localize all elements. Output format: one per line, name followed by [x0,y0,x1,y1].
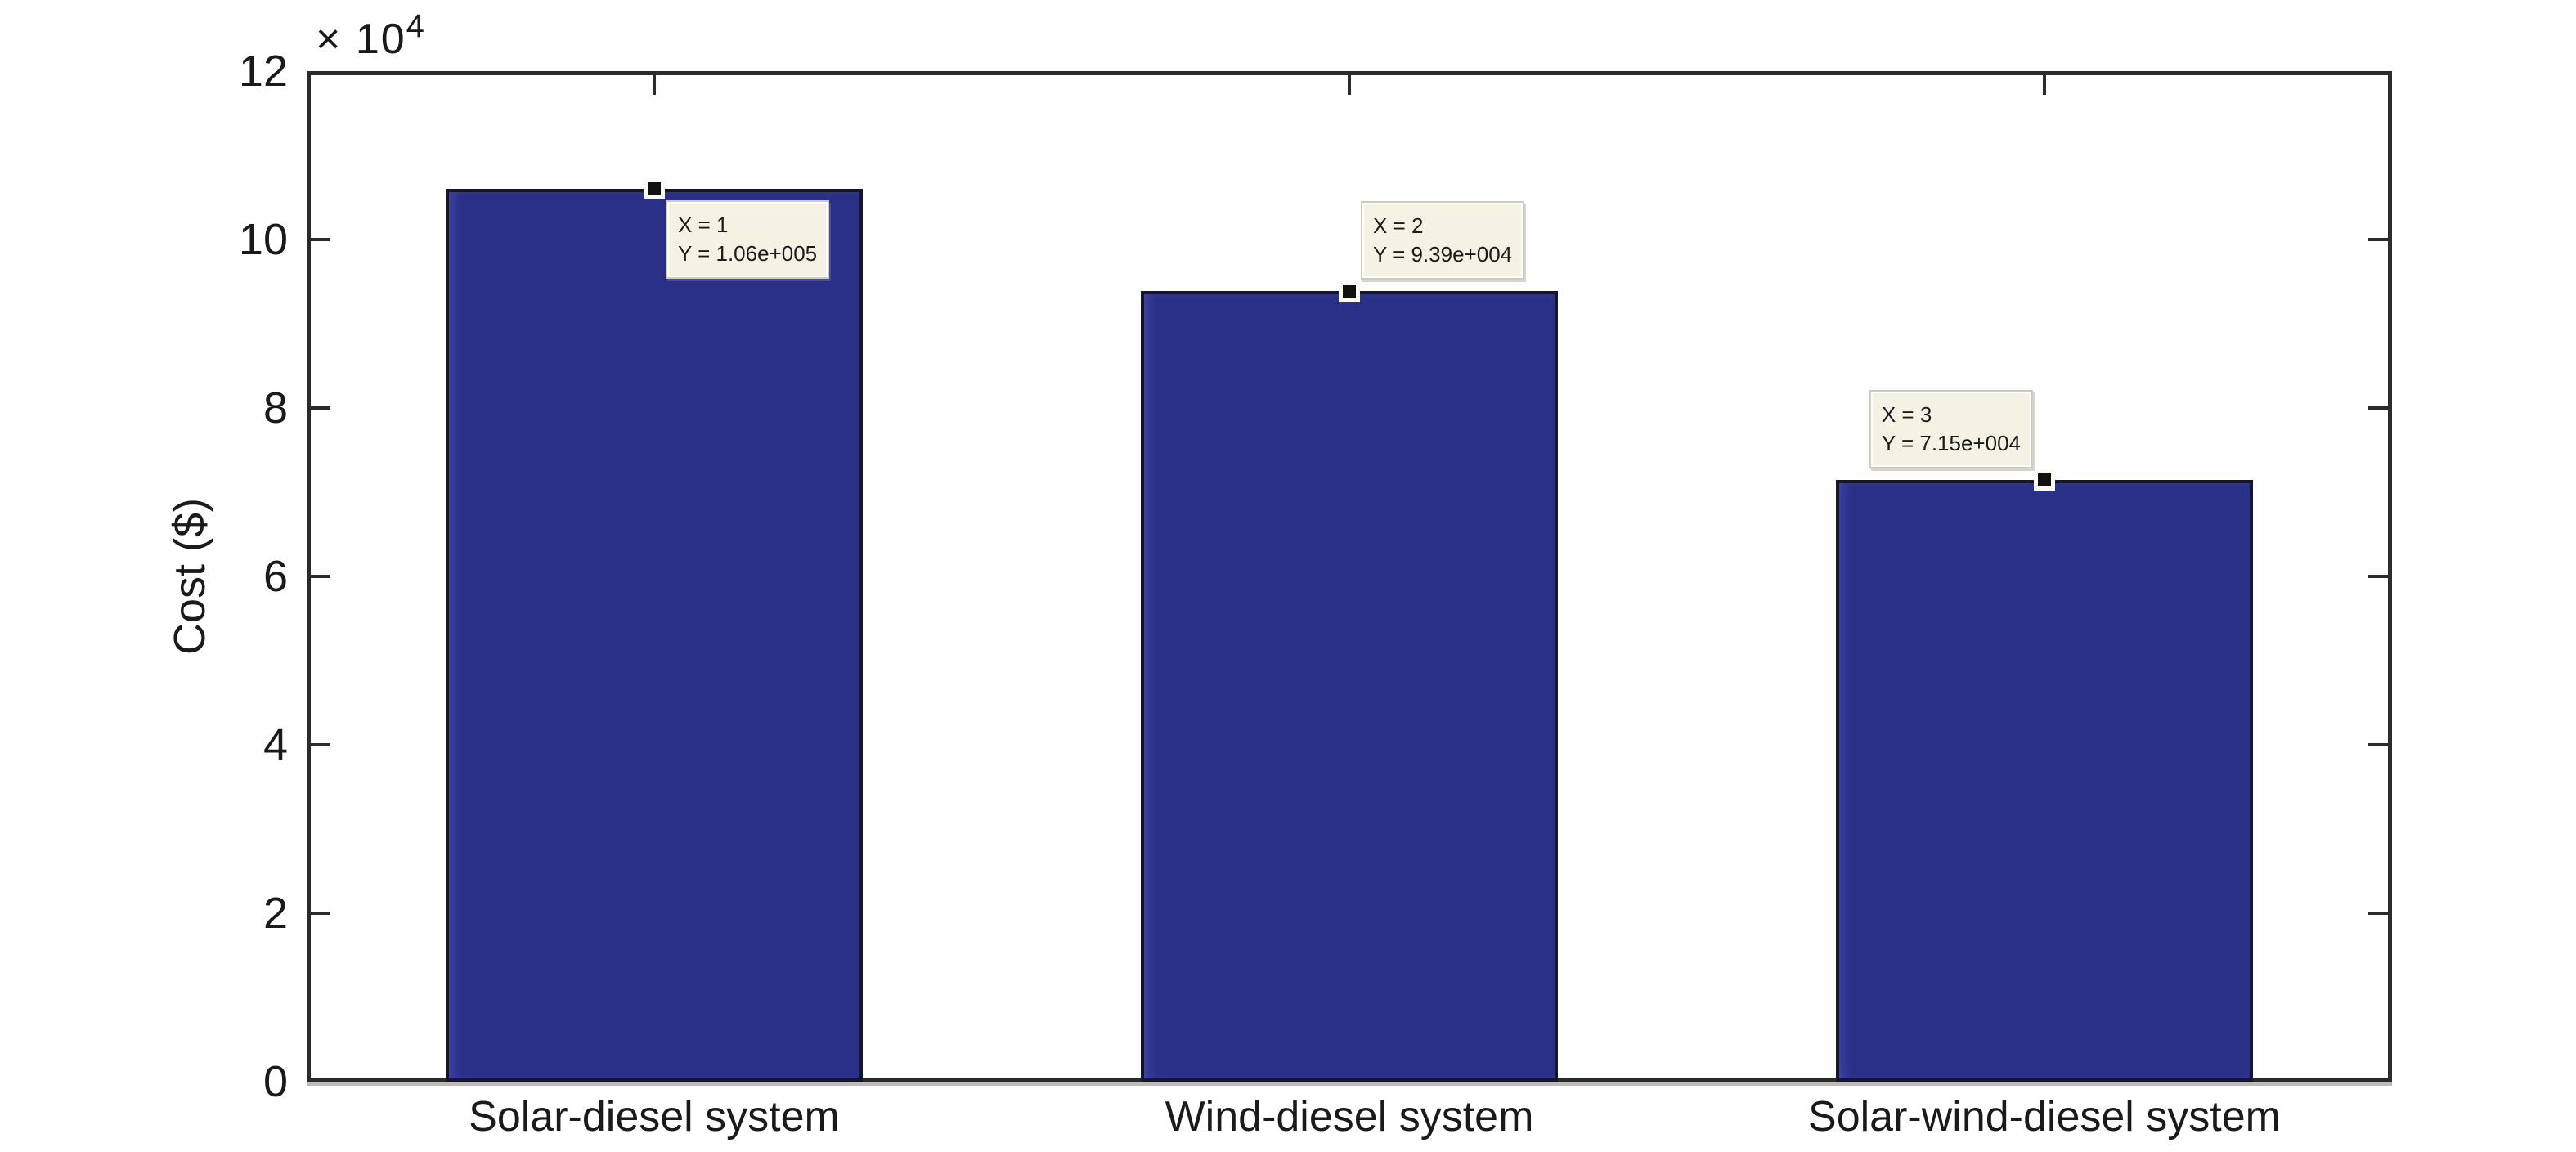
y-tick-label: 12 [238,47,288,96]
datatip-3[interactable]: X = 3 Y = 7.15e+004 [1869,389,2033,468]
y-tick-label: 8 [263,383,288,433]
datatip-x-value: X = 3 [1881,401,1932,427]
y-tick-label: 10 [238,215,288,264]
y-tick-mark-right [2368,743,2388,746]
x-tick-mark-top [653,75,656,95]
datatip-x-value: X = 2 [1373,213,1424,238]
y-tick-label: 2 [263,889,288,938]
x-tick-mark-top [2043,75,2046,95]
y-tick-mark-right [2368,406,2388,410]
y-tick-mark-left [311,575,330,578]
datatip-marker-3[interactable] [2034,468,2055,491]
x-tick-mark-top [1348,75,1351,95]
y-tick-label: 0 [263,1057,288,1106]
y-tick-mark-right [2368,238,2388,241]
datatip-2[interactable]: X = 2 Y = 9.39e+004 [1361,200,1525,280]
datatip-marker-2[interactable] [1339,280,1360,302]
bar-3[interactable] [1836,479,2253,1082]
datatip-1[interactable]: X = 1 Y = 1.06e+005 [666,200,830,280]
x-category-label: Wind-diesel system [1165,1093,1534,1141]
x-category-label: Solar-wind-diesel system [1808,1093,2281,1141]
datatip-y-value: Y = 7.15e+004 [1881,430,2021,455]
y-tick-mark-right [2368,912,2388,915]
y-tick-mark-left [311,238,330,241]
datatip-y-value: Y = 1.06e+005 [678,241,818,267]
datatip-x-value: X = 1 [678,213,729,238]
datatip-y-value: Y = 9.39e+004 [1373,241,1513,267]
y-tick-mark-left [311,912,330,915]
y-tick-mark-left [311,743,330,746]
bar-2[interactable] [1141,290,1558,1082]
bar-1[interactable] [446,189,863,1082]
datatip-marker-1[interactable] [644,178,665,200]
y-axis-exponent: × 104 [316,8,426,64]
y-tick-label: 6 [263,552,288,601]
y-axis-exponent-base: × 10 [316,16,406,63]
y-tick-mark-right [2368,575,2388,578]
x-category-label: Solar-diesel system [469,1093,840,1141]
y-axis-exponent-power: 4 [406,8,426,44]
y-tick-label: 4 [263,720,288,769]
y-tick-mark-left [311,406,330,410]
